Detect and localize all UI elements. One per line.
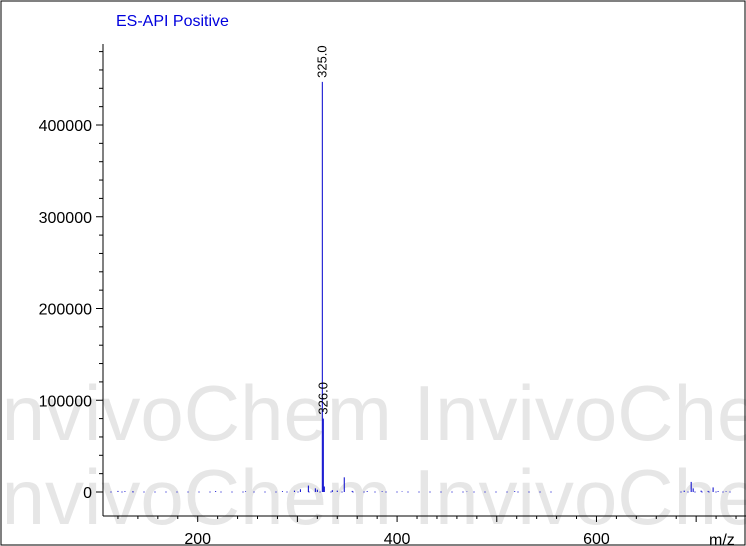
chart-title: ES-API Positive [116, 13, 229, 30]
peak-label: 326.0 [315, 382, 330, 415]
x-tick-label: 400 [384, 531, 411, 546]
watermark-text: InvivoChem InvivoChem [0, 453, 746, 541]
y-tick-label: 400000 [39, 118, 92, 135]
x-axis-label: m/z [709, 532, 735, 546]
peaks [110, 81, 735, 493]
watermark-layer: InvivoChem InvivoChemInvivoChem InvivoCh… [0, 369, 746, 541]
y-tick-label: 0 [83, 485, 92, 502]
x-tick-label: 600 [583, 531, 610, 546]
watermark-text: InvivoChem InvivoChem [0, 369, 746, 457]
y-tick-label: 300000 [39, 210, 92, 227]
y-tick-label: 200000 [39, 302, 92, 319]
x-axis: 200400600800 [103, 515, 746, 546]
x-tick-label: 200 [184, 531, 211, 546]
peak-label: 325.0 [314, 45, 329, 78]
y-axis: 0 100000 200000 300000 400000 [39, 44, 104, 516]
peak-labels: 325.0 326.0 [314, 45, 330, 414]
y-tick-label: 100000 [39, 393, 92, 410]
